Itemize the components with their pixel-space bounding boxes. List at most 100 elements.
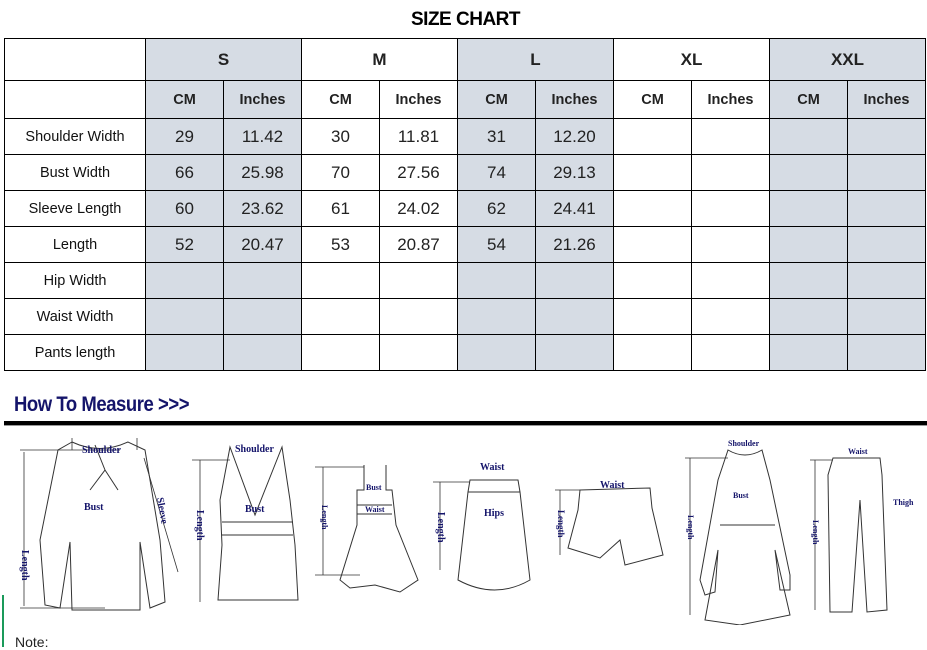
value-cell: 54 [457,226,536,263]
unit-cm: CM [301,80,380,119]
size-l: L [457,38,614,81]
value-cell: 29.13 [535,154,614,191]
unit-inches: Inches [535,80,614,119]
value-cell [223,334,302,371]
unit-cm: CM [769,80,848,119]
value-cell: 23.62 [223,190,302,227]
value-cell [613,262,692,299]
length-label: Length [19,550,30,581]
unit-inches: Inches [691,80,770,119]
value-cell [379,334,458,371]
unit-cm: CM [457,80,536,119]
dress-illustration: Bust Waist Length [315,465,419,593]
size-m: M [301,38,458,81]
value-cell [847,262,926,299]
row-label: Waist Width [4,298,146,335]
value-cell: 11.81 [379,118,458,155]
row-label: Bust Width [4,154,146,191]
table-row: Sleeve Length 60 23.62 61 24.02 62 24.41 [4,190,926,227]
value-cell [301,262,380,299]
waist-label: Waist [480,462,505,473]
value-cell: 11.42 [223,118,302,155]
value-cell [691,334,770,371]
unit-inches: Inches [379,80,458,119]
value-cell: 21.26 [535,226,614,263]
size-header-row: S M L XL XXL [4,38,926,81]
value-cell [145,298,224,335]
value-cell [613,298,692,335]
value-cell [379,262,458,299]
shoulder-label: Shoulder [82,445,121,456]
value-cell [769,226,848,263]
value-cell [769,262,848,299]
value-cell [847,226,926,263]
value-cell: 20.47 [223,226,302,263]
value-cell [301,334,380,371]
value-cell: 20.87 [379,226,458,263]
value-cell [613,334,692,371]
value-cell: 29 [145,118,224,155]
skirt-illustration: Waist Hips Length [433,462,531,591]
value-cell [691,226,770,263]
table-row: Waist Width [4,298,926,335]
shoulder-label: Shoulder [728,439,760,448]
length-label: Length [686,515,695,540]
size-chart-table: S M L XL XXL CM Inches CM Inches CM Inches CM I… [4,38,926,371]
value-cell: 61 [301,190,380,227]
row-label: Hip Width [4,262,146,299]
vest-illustration: Shoulder Bust Length [192,444,299,602]
waist-label: Waist [848,447,868,456]
size-chart-title: SIZE CHART [411,9,521,30]
unit-inches: Inches [847,80,926,119]
value-cell [847,190,926,227]
value-cell: 25.98 [223,154,302,191]
size-xl: XL [613,38,770,81]
divider [4,421,927,426]
value-cell [769,118,848,155]
length-label: Length [194,510,205,541]
value-cell [847,118,926,155]
bust-label: Bust [366,483,382,492]
value-cell [535,262,614,299]
pants-illustration: Waist Thigh Length [810,447,914,613]
empty-corner-cell [4,38,146,81]
value-cell [457,262,536,299]
value-cell [613,154,692,191]
value-cell [613,118,692,155]
value-cell [769,190,848,227]
value-cell [223,298,302,335]
value-cell [379,298,458,335]
value-cell [769,298,848,335]
value-cell [535,298,614,335]
unit-inches: Inches [223,80,302,119]
length-label: Length [435,512,446,543]
hips-label: Hips [484,508,504,519]
size-s: S [145,38,302,81]
row-label: Sleeve Length [4,190,146,227]
value-cell [769,154,848,191]
table-row: Hip Width [4,262,926,299]
shorts-illustration: Waist Length [555,480,664,566]
value-cell [847,334,926,371]
coat-illustration: Shoulder Bust Length [685,439,791,625]
value-cell [613,226,692,263]
length-label: Length [320,505,329,530]
value-cell [691,298,770,335]
value-cell: 66 [145,154,224,191]
value-cell: 30 [301,118,380,155]
table-row: Shoulder Width 29 11.42 30 11.81 31 12.20 [4,118,926,155]
value-cell [769,334,848,371]
row-label: Pants length [4,334,146,371]
value-cell: 70 [301,154,380,191]
thigh-label: Thigh [893,498,914,507]
table-row: Pants length [4,334,926,371]
value-cell [691,190,770,227]
value-cell: 60 [145,190,224,227]
size-xxl: XXL [769,38,926,81]
sleeve-label: Sleeve [154,497,170,526]
measurement-illustrations: Shoulder Bust Length Sleeve Shoulder Bus… [19,438,914,625]
value-cell: 27.56 [379,154,458,191]
value-cell [613,190,692,227]
waist-label: Waist [365,505,385,514]
length-label: Length [556,510,566,538]
